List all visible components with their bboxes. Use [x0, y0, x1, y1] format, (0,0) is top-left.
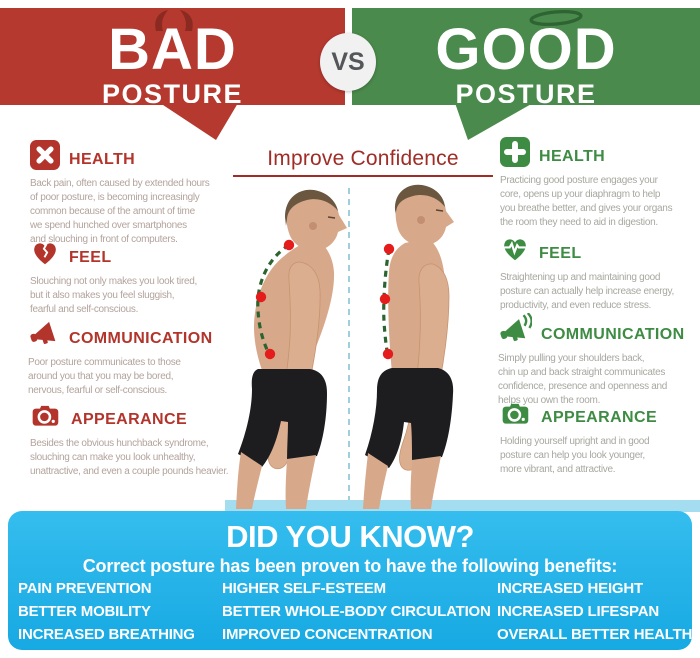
- section-title: FEEL: [539, 245, 582, 262]
- bad-spine-dot: [283, 239, 295, 251]
- section-body: Slouching not only makes you look tired,…: [30, 276, 197, 315]
- section-body: Besides the obvious hunchback syndrome, …: [30, 438, 229, 477]
- section-body: Back pain, often caused by extended hour…: [30, 178, 210, 245]
- vs-label: VS: [331, 47, 365, 76]
- bad-section-appearance: APPEARANCE Besides the obvious hunchback…: [30, 400, 255, 479]
- benefits-column: HIGHER SELF-ESTEEM BETTER WHOLE-BODY CIR…: [222, 580, 491, 643]
- good-title: GOOD: [435, 17, 617, 82]
- halo-icon: [529, 10, 583, 26]
- bad-spine-dashed-line: [256, 243, 290, 357]
- good-spine-dot: [382, 348, 394, 360]
- x-icon: [30, 140, 60, 170]
- caption-underline: [233, 175, 493, 177]
- bad-posture-header: BAD POSTURE: [0, 8, 345, 108]
- speech-bubble-tails: [160, 103, 533, 140]
- bad-section-feel: FEEL Slouching not only makes you look t…: [30, 238, 255, 317]
- section-title: APPEARANCE: [541, 409, 658, 426]
- bad-posture-man: [236, 189, 347, 509]
- section-body: Practicing good posture engages your cor…: [500, 175, 673, 228]
- good-section-feel: FEEL Straightening up and maintaining go…: [500, 234, 700, 313]
- good-spine-dot: [383, 243, 395, 255]
- good-spine-dot: [379, 293, 391, 305]
- section-body: Simply pulling your shoulders back, chin…: [498, 353, 668, 406]
- good-posture-man: [363, 184, 454, 509]
- banner-title: DID YOU KNOW?: [226, 519, 474, 554]
- banner-subtitle: Correct posture has been proven to have …: [82, 556, 618, 576]
- section-title: APPEARANCE: [71, 411, 188, 428]
- bad-section-communication: COMMUNICATION Poor posture communicates …: [28, 319, 253, 398]
- bad-title: BAD: [108, 17, 237, 82]
- camera-icon: [502, 403, 529, 424]
- camera-icon: [32, 405, 59, 426]
- devil-horns-icon: [155, 10, 193, 31]
- broken-heart-icon: [34, 243, 56, 265]
- section-title: COMMUNICATION: [69, 330, 213, 347]
- section-body: Straightening up and maintaining good po…: [500, 272, 674, 311]
- section-title: COMMUNICATION: [541, 326, 685, 343]
- benefits-column: INCREASED HEIGHT INCREASED LIFESPAN OVER…: [497, 580, 693, 643]
- bad-spine-dot: [255, 291, 267, 303]
- floor-strip: [225, 500, 700, 512]
- heart-pulse-icon: [504, 239, 526, 261]
- section-body: Holding yourself upright and in good pos…: [500, 436, 650, 475]
- section-body: Poor posture communicates to those aroun…: [28, 357, 181, 396]
- bad-spine-dot: [264, 348, 276, 360]
- improve-confidence-caption: Improve Confidence: [267, 147, 459, 170]
- vs-badge: VS: [320, 33, 376, 91]
- section-title: HEALTH: [539, 148, 606, 165]
- plus-icon: [500, 137, 530, 167]
- bad-section-health: HEALTH Back pain, often caused by extend…: [30, 140, 255, 247]
- good-section-appearance: APPEARANCE Holding yourself upright and …: [500, 398, 700, 477]
- megaphone-waves-icon: [500, 313, 532, 342]
- good-section-health: HEALTH Practicing good posture engages y…: [500, 137, 700, 230]
- section-title: HEALTH: [69, 151, 136, 168]
- good-section-communication: COMMUNICATION Simply pulling your should…: [498, 313, 700, 408]
- megaphone-icon: [30, 321, 56, 344]
- did-you-know-banner: DID YOU KNOW? Correct posture has been p…: [8, 511, 692, 650]
- section-title: FEEL: [69, 249, 112, 266]
- good-posture-header: GOOD POSTURE: [352, 8, 700, 108]
- benefits-column: PAIN PREVENTION BETTER MOBILITY INCREASE…: [18, 580, 195, 643]
